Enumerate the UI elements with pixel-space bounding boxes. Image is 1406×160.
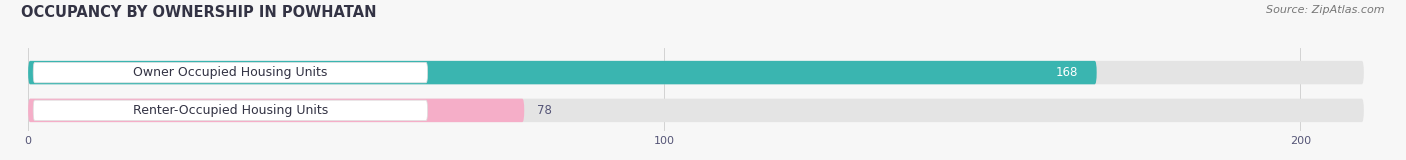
Text: Renter-Occupied Housing Units: Renter-Occupied Housing Units xyxy=(132,104,328,117)
FancyBboxPatch shape xyxy=(28,61,1364,84)
Text: OCCUPANCY BY OWNERSHIP IN POWHATAN: OCCUPANCY BY OWNERSHIP IN POWHATAN xyxy=(21,5,377,20)
FancyBboxPatch shape xyxy=(34,100,427,121)
FancyBboxPatch shape xyxy=(34,62,427,83)
Text: Owner Occupied Housing Units: Owner Occupied Housing Units xyxy=(134,66,328,79)
Text: 168: 168 xyxy=(1056,66,1077,79)
FancyBboxPatch shape xyxy=(28,61,1097,84)
FancyBboxPatch shape xyxy=(28,99,1364,122)
Text: 78: 78 xyxy=(537,104,551,117)
Text: Source: ZipAtlas.com: Source: ZipAtlas.com xyxy=(1267,5,1385,15)
FancyBboxPatch shape xyxy=(28,99,524,122)
